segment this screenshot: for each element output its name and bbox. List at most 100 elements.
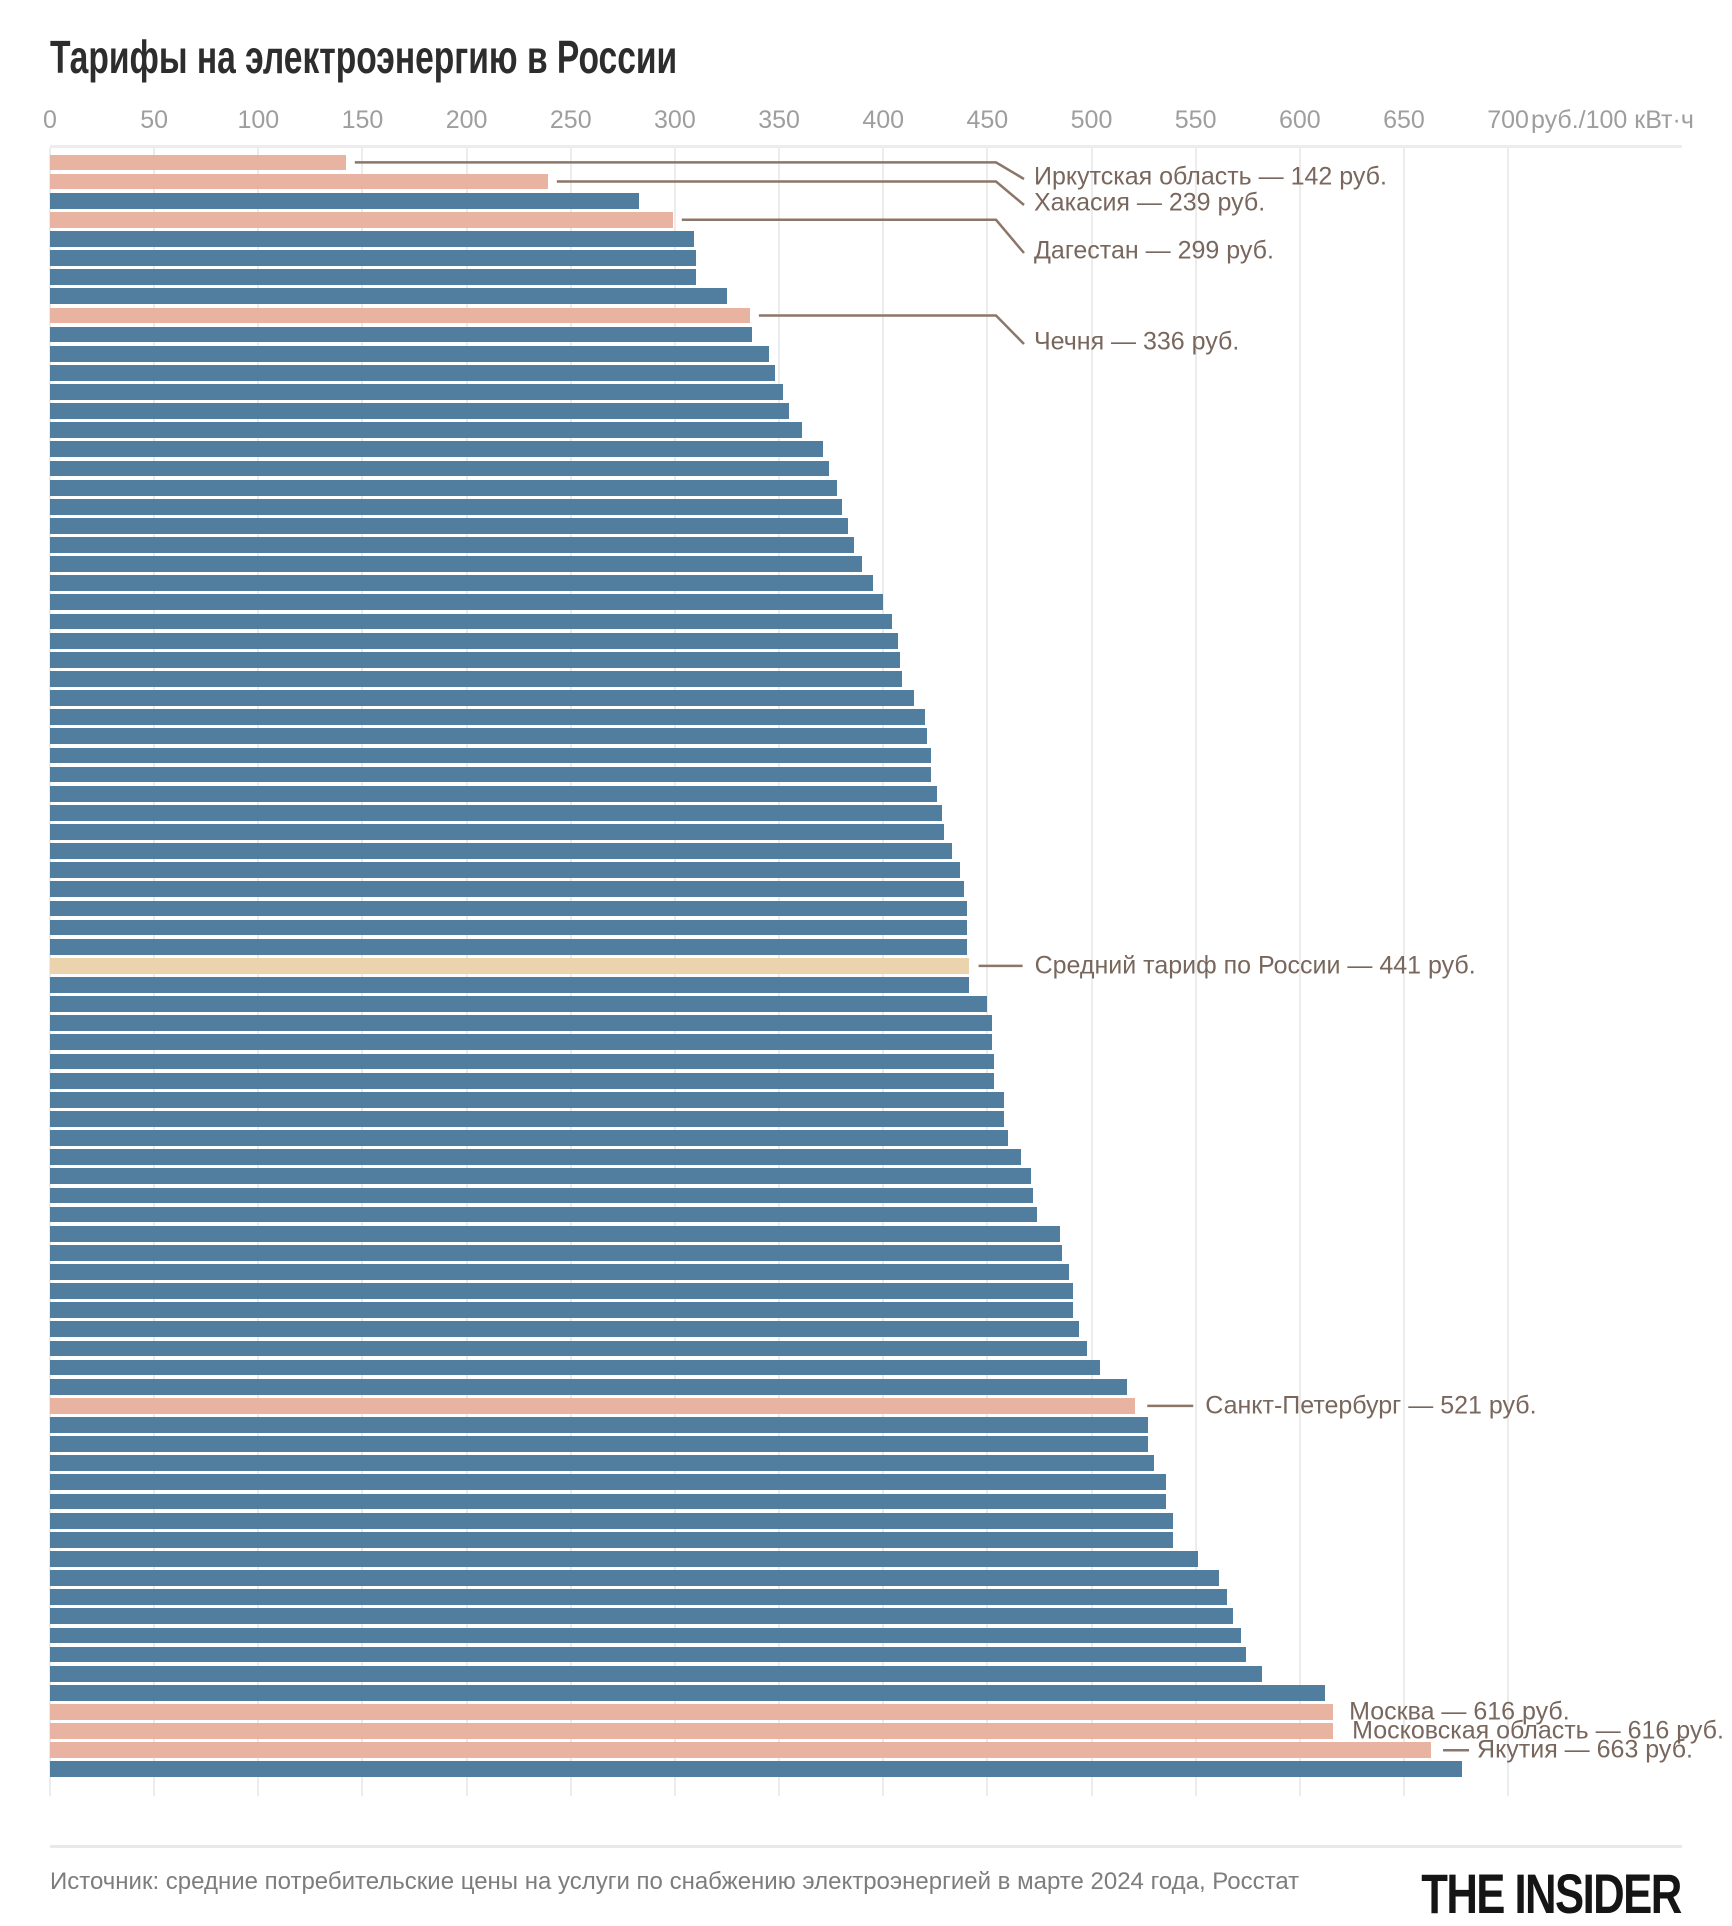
annotation-label: Москва — 616 руб. — [1349, 1697, 1570, 1726]
bar — [50, 1359, 1100, 1376]
annotation-label: Иркутская область — 142 руб. — [1034, 162, 1387, 191]
bar — [50, 211, 673, 228]
bar — [50, 1397, 1136, 1414]
bar — [50, 1264, 1069, 1280]
annotation-label: Чечня — 336 руб. — [1034, 327, 1240, 356]
bar — [50, 594, 884, 611]
bar — [50, 1321, 1079, 1338]
bar — [50, 747, 932, 764]
bar — [50, 1225, 1061, 1242]
bar — [50, 1474, 1167, 1491]
bar — [50, 288, 727, 305]
x-axis-unit-label: руб./100 кВт·ч — [1531, 106, 1694, 134]
bar — [50, 1761, 1463, 1778]
gridline — [986, 148, 989, 1796]
axis-tick-label: 650 — [1383, 106, 1425, 134]
bar — [50, 250, 696, 266]
gridline — [1090, 148, 1093, 1796]
bar — [50, 460, 830, 477]
bar — [50, 1053, 994, 1070]
bar — [50, 1149, 1021, 1166]
bar — [50, 1111, 1004, 1127]
annotation-label: Якутия — 663 руб. — [1477, 1735, 1693, 1764]
bar — [50, 1550, 1198, 1567]
bar — [50, 1187, 1034, 1204]
bar — [50, 1091, 1004, 1108]
bar — [50, 1283, 1073, 1299]
bar — [50, 1742, 1432, 1759]
bar — [50, 766, 932, 783]
bar — [50, 1168, 1032, 1185]
axis-tick-label: 500 — [1070, 106, 1113, 134]
axis-tick-label: 350 — [758, 106, 800, 134]
axis-tick-label: 50 — [140, 106, 169, 134]
bar — [50, 1378, 1127, 1395]
bar — [50, 403, 790, 419]
gridline — [1194, 148, 1197, 1796]
annotation-connector-line — [681, 218, 1025, 254]
axis-tick-label: 100 — [237, 106, 280, 134]
bar — [50, 1015, 992, 1032]
bar — [50, 479, 838, 496]
bar — [50, 996, 988, 1013]
bar — [50, 537, 855, 553]
bar — [50, 900, 967, 917]
bar — [50, 1302, 1073, 1319]
bar — [50, 671, 902, 687]
bar — [50, 1244, 1063, 1261]
bar — [50, 632, 898, 649]
bar — [50, 690, 915, 706]
page-title: Тарифы на электроэнергию в России — [50, 31, 678, 83]
bar — [50, 1436, 1148, 1452]
bar — [50, 1206, 1038, 1223]
bar — [50, 1665, 1263, 1682]
bar — [50, 957, 969, 974]
bar — [50, 843, 952, 859]
bar — [50, 785, 938, 802]
axis-tick-label: 250 — [549, 106, 592, 134]
bar — [50, 575, 873, 592]
annotation-label: Хакасия — 239 руб. — [1034, 188, 1266, 217]
plot-top-rule — [50, 145, 1682, 148]
bar — [50, 441, 823, 458]
annotation-connector-line — [758, 314, 1025, 345]
axis-tick-label: 0 — [43, 106, 57, 134]
gridline — [1298, 148, 1301, 1796]
bar — [50, 364, 775, 381]
bar — [50, 1684, 1325, 1701]
bar — [50, 919, 967, 936]
axis-tick-label: 550 — [1174, 106, 1217, 134]
bar — [50, 1589, 1227, 1606]
bar — [50, 1512, 1173, 1529]
bar — [50, 1608, 1234, 1625]
bar — [50, 862, 961, 879]
gridline — [1507, 148, 1510, 1796]
footer-divider — [50, 1845, 1682, 1848]
axis-tick-label: 300 — [654, 106, 696, 134]
bar — [50, 977, 969, 993]
bar — [50, 1646, 1246, 1663]
bar — [50, 728, 927, 745]
bar — [50, 326, 752, 343]
bar — [50, 345, 769, 362]
bar — [50, 824, 944, 840]
bar — [50, 498, 842, 515]
bar — [50, 651, 900, 668]
bar — [50, 1531, 1173, 1548]
bar — [50, 1723, 1334, 1739]
source-caption: Источник: средние потребительские цены н… — [50, 1868, 1300, 1895]
bar — [50, 938, 967, 955]
bar — [50, 517, 848, 534]
bar — [50, 192, 640, 209]
bar — [50, 1627, 1242, 1644]
axis-tick-label: 450 — [966, 106, 1009, 134]
annotation-label: Дагестан — 299 руб. — [1034, 236, 1274, 265]
gridline — [1402, 148, 1405, 1796]
bar — [50, 1493, 1167, 1510]
annotation-label: Московская область — 616 руб. — [1352, 1716, 1724, 1745]
bar — [50, 422, 802, 439]
bar — [50, 231, 694, 247]
bar — [50, 804, 942, 821]
bar — [50, 384, 784, 400]
bar — [50, 1455, 1154, 1472]
